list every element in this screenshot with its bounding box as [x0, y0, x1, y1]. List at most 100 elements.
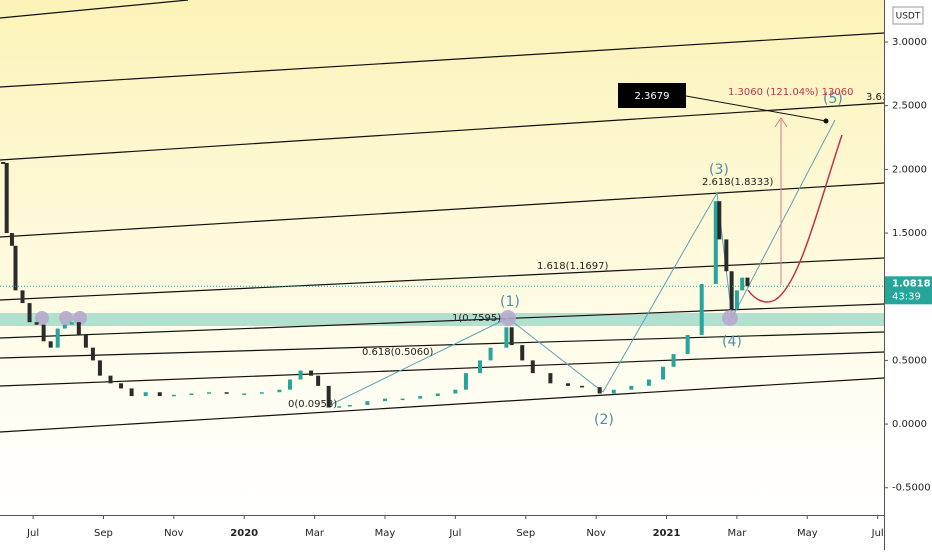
candle	[157, 392, 162, 397]
y-tick-label: -0.5000	[892, 483, 931, 494]
x-tick-label: 2021	[653, 528, 681, 539]
touch-marker	[500, 310, 516, 326]
candle	[734, 290, 739, 310]
candle	[69, 322, 74, 325]
x-tick-label: Jul	[26, 528, 39, 539]
candle	[347, 404, 352, 407]
candle	[611, 389, 616, 394]
candles	[0, 162, 884, 408]
candle	[171, 394, 176, 397]
x-tick-label: Jul	[871, 528, 884, 539]
candle	[337, 406, 342, 408]
candle	[298, 370, 303, 380]
x-tick-label: Nov	[164, 528, 184, 539]
channel-line	[0, 351, 885, 387]
candle	[97, 360, 102, 376]
candle	[685, 334, 690, 355]
candle	[661, 366, 665, 380]
touch-marker	[73, 311, 87, 325]
candle	[1, 162, 6, 165]
candle	[224, 392, 229, 394]
touch-marker	[59, 311, 73, 325]
candle	[699, 283, 704, 335]
candle	[745, 277, 750, 287]
candle	[488, 347, 493, 361]
candle	[76, 322, 81, 335]
note-dot	[823, 118, 829, 124]
fib-label: 1.618(1.1697)	[537, 261, 609, 272]
candle	[55, 328, 60, 348]
x-tick-label: Mar	[305, 528, 325, 539]
candle	[277, 389, 282, 393]
y-tick-label: 1.5000	[892, 228, 927, 239]
candle	[365, 401, 370, 405]
candle	[382, 398, 387, 402]
touch-marker	[35, 311, 49, 325]
fib-label: 0.618(0.5060)	[362, 347, 434, 358]
candle	[129, 388, 134, 397]
candle	[316, 375, 321, 386]
wave-label: (4)	[722, 334, 742, 350]
y-tick-label: 3.0000	[892, 37, 927, 48]
candle	[189, 393, 194, 396]
x-tick-label: 2020	[230, 528, 258, 539]
channel-line	[0, 182, 885, 238]
candle	[48, 341, 53, 348]
candle	[90, 347, 95, 361]
candle	[9, 233, 14, 246]
candle	[27, 303, 32, 323]
candle	[309, 370, 314, 376]
unit-label: USDT	[896, 12, 921, 22]
y-axis-bg	[884, 0, 932, 550]
candle	[530, 360, 535, 374]
countdown: 43:39	[892, 291, 921, 302]
projection-curve	[747, 134, 843, 303]
x-tick-label: Sep	[94, 528, 113, 539]
candle	[548, 373, 553, 384]
candle	[717, 201, 722, 240]
x-tick-label: May	[797, 528, 818, 539]
wave-label: (5)	[823, 91, 843, 107]
y-tick-label: 2.0000	[892, 164, 927, 175]
wave-label: (1)	[500, 294, 520, 310]
channel	[0, 0, 885, 433]
candle	[13, 245, 18, 291]
plot-bg	[0, 0, 884, 515]
fib-label: 2.618(1.8333)	[702, 177, 774, 188]
candle	[724, 239, 729, 272]
candle	[580, 385, 585, 388]
channel-line	[0, 331, 885, 359]
wave-path	[507, 119, 836, 393]
candle	[287, 379, 292, 390]
last-price-label: 1.0818	[892, 278, 931, 289]
channel-line	[0, 257, 885, 301]
wave-path	[329, 317, 509, 406]
fib-label: 0(0.0958)	[288, 399, 337, 410]
candle	[242, 393, 247, 396]
candle	[62, 324, 67, 329]
channel-line	[0, 377, 885, 433]
candle	[435, 393, 440, 397]
candle	[418, 396, 423, 399]
candle	[671, 354, 676, 367]
candle	[207, 392, 212, 394]
candle	[713, 201, 718, 284]
candle	[565, 383, 570, 386]
candle	[504, 327, 509, 348]
candle	[740, 277, 745, 291]
note-line	[685, 95, 827, 122]
candle	[4, 163, 9, 234]
x-tick-label: Nov	[586, 528, 606, 539]
y-tick-label: 0.5000	[892, 355, 927, 366]
channel-line	[0, 102, 885, 161]
last-price-box	[885, 276, 932, 305]
wave-label: (3)	[709, 162, 729, 178]
y-tick-label: 2.5000	[892, 101, 927, 112]
candle	[597, 387, 602, 394]
x-tick-label: Sep	[516, 528, 535, 539]
x-tick-label: Jul	[448, 528, 461, 539]
price-note: 2.3679	[635, 91, 670, 102]
candle	[646, 379, 651, 386]
channel-line	[0, 32, 885, 88]
